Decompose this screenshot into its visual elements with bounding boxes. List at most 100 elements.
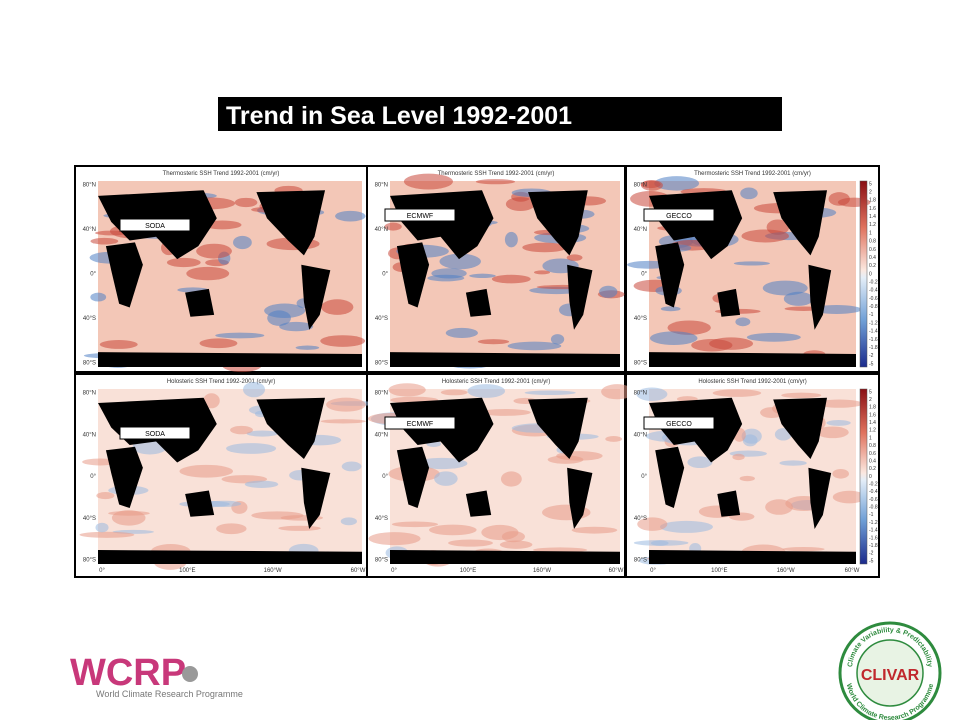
colorbar-label: 1.2 — [869, 428, 876, 434]
continent — [567, 467, 593, 529]
lat-label: 40°N — [375, 227, 388, 233]
wcrp-subtitle: World Climate Research Programme — [96, 689, 243, 699]
lat-label: 80°S — [375, 361, 388, 367]
anomaly — [712, 389, 762, 397]
anomaly — [739, 475, 755, 482]
lat-label: 80°N — [634, 391, 647, 397]
anomaly — [203, 393, 220, 409]
anomaly — [469, 273, 496, 279]
lon-label: 0° — [391, 568, 397, 574]
panels: Thermosteric SSH Trend 1992-2001 (cm/yr)… — [76, 167, 878, 576]
colorbar-label: -1.2 — [869, 320, 878, 326]
colorbar-label: -2 — [869, 551, 874, 557]
anomaly — [279, 321, 314, 332]
lat-label: 40°S — [83, 316, 96, 322]
continent — [655, 242, 685, 308]
lon-label: 0° — [99, 568, 105, 574]
colorbar-label: -0.4 — [869, 288, 878, 294]
anomaly — [90, 292, 107, 302]
lon-label: 160°W — [264, 568, 282, 574]
lat-label: 40°S — [83, 516, 96, 522]
continent — [808, 467, 832, 529]
continent — [105, 446, 143, 508]
anomaly — [246, 430, 279, 437]
lon-label: 100°E — [711, 568, 727, 574]
colorbar-label: 0.4 — [869, 255, 876, 261]
model-label-box — [384, 208, 456, 222]
anomaly — [79, 531, 135, 538]
colorbar-label: 1.8 — [869, 405, 876, 411]
wcrp-logo: WCRP — [70, 652, 186, 694]
continent — [185, 490, 215, 517]
lat-label: 40°N — [375, 432, 388, 438]
continent — [717, 288, 741, 317]
colorbar-label: 0.8 — [869, 239, 876, 245]
anomaly — [659, 520, 713, 533]
anomaly — [295, 345, 320, 350]
continent — [655, 446, 685, 508]
anomaly — [735, 317, 751, 327]
colorbar-label: -0.6 — [869, 296, 878, 302]
anomaly — [507, 341, 562, 351]
continent — [649, 550, 856, 564]
anomaly — [243, 381, 266, 398]
colorbar-label: 0.6 — [869, 247, 876, 253]
colorbar-label: 0.4 — [869, 458, 876, 464]
anomaly — [781, 392, 822, 399]
lon-label: 60°W — [845, 568, 860, 574]
map-panel: Thermosteric SSH Trend 1992-2001 (cm/yr)… — [368, 167, 625, 371]
anomaly — [633, 539, 689, 546]
anomaly — [660, 306, 681, 312]
colorbar-label: -1 — [869, 312, 874, 318]
anomaly — [388, 383, 426, 397]
lat-label: 80°N — [375, 183, 388, 189]
lon-label: 100°E — [460, 568, 476, 574]
continent — [390, 550, 620, 564]
colorbar-label: -0.8 — [869, 505, 878, 511]
anomaly — [505, 197, 536, 211]
continent — [390, 397, 494, 463]
continent — [528, 190, 588, 256]
anomaly — [636, 387, 668, 401]
colorbar-label: -1.8 — [869, 543, 878, 549]
colorbar-label: 5 — [869, 181, 872, 187]
anomaly — [186, 266, 230, 281]
continent — [773, 190, 828, 256]
colorbar-label: 0 — [869, 474, 872, 480]
continent — [465, 490, 492, 517]
anomaly — [440, 389, 468, 396]
lat-label: 80°S — [83, 558, 96, 564]
model-label: ECMWF — [407, 213, 433, 220]
panel-caption: Holosteric SSH Trend 1992-2001 (cm/yr) — [698, 379, 806, 385]
colorbar-label: 1.4 — [869, 214, 876, 220]
colorbar-label: -1.6 — [869, 535, 878, 541]
anomaly — [391, 521, 439, 528]
anomaly — [416, 457, 468, 470]
anomaly — [448, 539, 493, 547]
anomaly — [445, 327, 478, 339]
model-label: SODA — [145, 223, 165, 230]
panel-caption: Thermosteric SSH Trend 1992-2001 (cm/yr) — [163, 171, 280, 177]
model-label: GECCO — [666, 421, 692, 428]
colorbar-label: -1.4 — [869, 329, 878, 335]
colorbar-label: 1 — [869, 230, 872, 236]
continent — [528, 397, 588, 459]
panel-caption: Holosteric SSH Trend 1992-2001 (cm/yr) — [167, 379, 275, 385]
lon-label: 0° — [650, 568, 656, 574]
anomaly — [233, 235, 252, 250]
colorbar — [859, 180, 868, 368]
map-panel: Holosteric SSH Trend 1992-2001 (cm/yr) 80… — [627, 375, 878, 576]
anomaly — [111, 510, 146, 526]
lon-label: 100°E — [179, 568, 195, 574]
anomaly — [341, 461, 362, 472]
model-label-box — [643, 208, 715, 222]
anomaly — [501, 531, 525, 543]
lat-label: 40°N — [634, 227, 647, 233]
anomaly — [733, 261, 770, 266]
continent — [396, 446, 430, 508]
anomaly — [599, 285, 618, 298]
lat-label: 40°S — [634, 516, 647, 522]
anomaly — [740, 187, 758, 200]
lat-label: 0° — [382, 474, 388, 480]
